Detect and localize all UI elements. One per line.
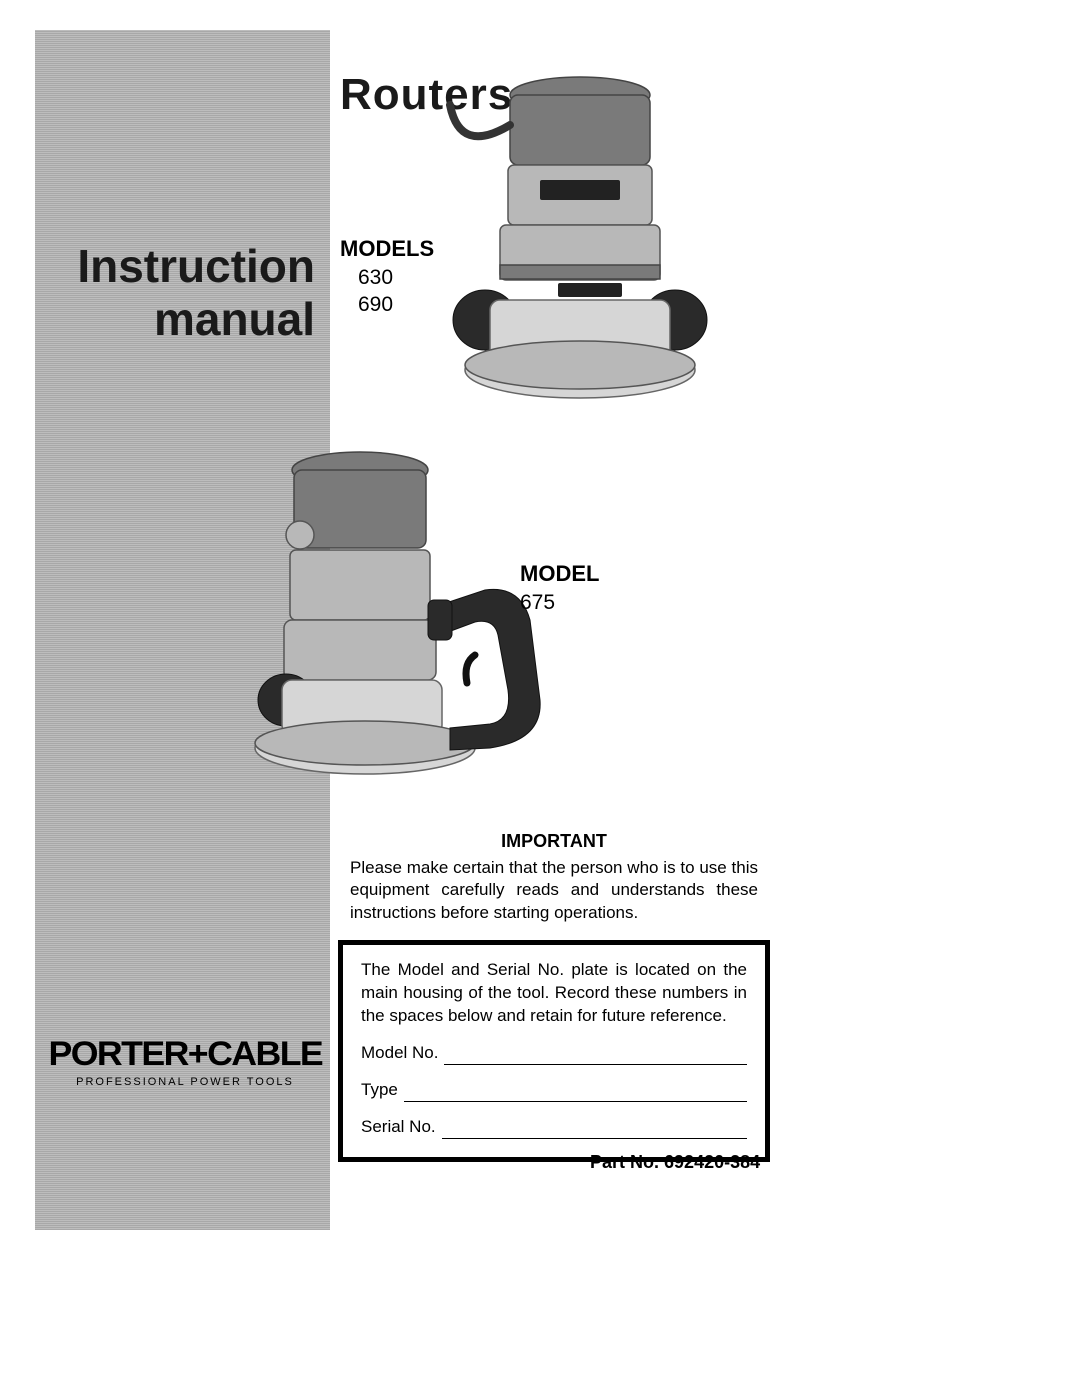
document-title-line2: manual (55, 293, 315, 346)
important-block: IMPORTANT Please make certain that the p… (350, 830, 758, 924)
part-no-label: Part No. (590, 1152, 659, 1172)
field-row: Model No. (361, 1042, 747, 1065)
brand-subtitle: PROFESSIONAL POWER TOOLS (55, 1076, 315, 1088)
document-title-line1: Instruction (55, 240, 315, 293)
brand-name: PORTER+CABLE (49, 1035, 322, 1074)
models-label: MODELS (340, 235, 434, 264)
field-line (442, 1120, 747, 1139)
part-number: Part No. 692420-384 (590, 1152, 760, 1173)
field-label-type: Type (361, 1079, 404, 1102)
field-label-model-no: Model No. (361, 1042, 444, 1065)
router-image-top (430, 65, 730, 425)
important-text: Please make certain that the person who … (350, 857, 758, 923)
model-number: 690 (340, 291, 434, 318)
model-mid-block: MODEL 675 (520, 560, 599, 616)
models-top-block: MODELS 630 690 (340, 235, 434, 318)
model-number: 630 (340, 264, 434, 291)
field-line (444, 1046, 747, 1065)
router-image-bottom (240, 440, 640, 800)
brand-block: PORTER+CABLE PROFESSIONAL POWER TOOLS (55, 1035, 315, 1088)
field-row: Serial No. (361, 1116, 747, 1139)
field-label-serial-no: Serial No. (361, 1116, 442, 1139)
field-line (404, 1083, 747, 1102)
field-row: Type (361, 1079, 747, 1102)
important-heading: IMPORTANT (350, 830, 758, 853)
record-intro: The Model and Serial No. plate is locate… (361, 959, 747, 1028)
document-title: Instruction manual (55, 240, 315, 346)
record-box: The Model and Serial No. plate is locate… (338, 940, 770, 1162)
model-label: MODEL (520, 560, 599, 589)
model-number: 675 (520, 589, 599, 616)
part-no-value: 692420-384 (664, 1152, 760, 1172)
